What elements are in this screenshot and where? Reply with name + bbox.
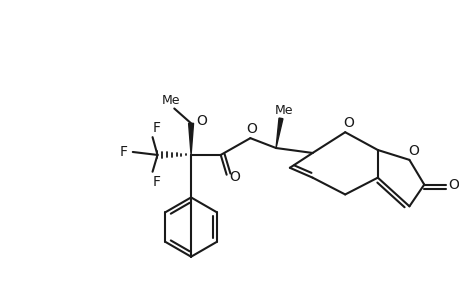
Text: Me: Me xyxy=(162,94,180,107)
Text: F: F xyxy=(120,145,128,159)
Text: O: O xyxy=(246,122,256,136)
Text: O: O xyxy=(229,170,240,184)
Text: F: F xyxy=(152,121,160,135)
Text: O: O xyxy=(196,114,207,128)
Text: F: F xyxy=(152,175,160,189)
Text: O: O xyxy=(448,178,459,192)
Text: O: O xyxy=(407,144,418,158)
Text: O: O xyxy=(343,116,354,130)
Text: Me: Me xyxy=(274,104,292,117)
Polygon shape xyxy=(275,118,282,148)
Polygon shape xyxy=(188,123,193,155)
